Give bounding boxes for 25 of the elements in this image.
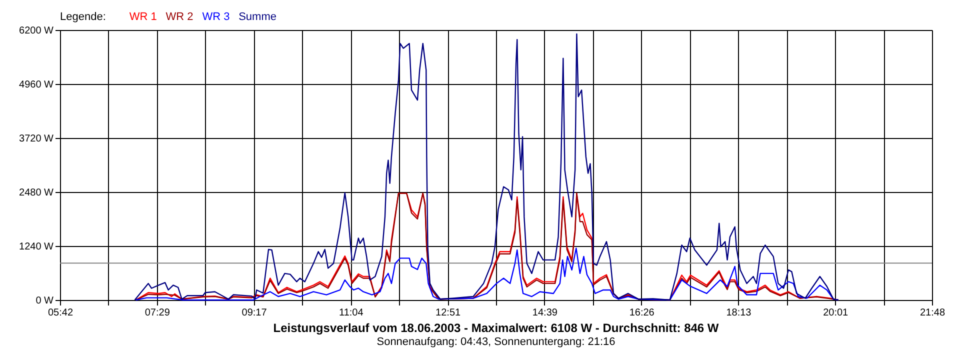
text: Summe bbox=[238, 11, 277, 23]
x-tick-label: 09:17 bbox=[242, 308, 268, 318]
x-tick-label: 11:04 bbox=[339, 308, 364, 318]
y-tick-label: 6200 W bbox=[19, 26, 54, 36]
y-tick-label: 4960 W bbox=[19, 80, 54, 90]
y-tick-label: 2480 W bbox=[19, 188, 54, 198]
text: WR 2 bbox=[166, 11, 194, 23]
x-tick-label: 20:01 bbox=[823, 308, 849, 318]
y-tick-label: 3720 W bbox=[19, 134, 54, 144]
x-tick-label: 16:26 bbox=[629, 308, 655, 318]
text: WR 1 bbox=[129, 11, 157, 23]
text: Sonnenaufgang: 04:43, Sonnenuntergang: 21:16 bbox=[376, 336, 616, 348]
x-tick-label: 21:48 bbox=[920, 308, 946, 318]
y-tick-label: 1240 W bbox=[19, 242, 54, 252]
line-series bbox=[134, 33, 839, 301]
text: Leistungsverlauf vom 18.06.2003 - Maximalwert: 6108 W - Durchschnitt: 846 W bbox=[273, 321, 720, 335]
x-tick-label: 12:51 bbox=[436, 308, 462, 318]
legend-title: Legende: bbox=[60, 11, 106, 23]
x-tick-label: 14:39 bbox=[532, 308, 558, 318]
x-tick-label: 05:42 bbox=[48, 308, 74, 318]
x-tick-label: 07:29 bbox=[144, 308, 170, 318]
x-tick-label: 18:13 bbox=[726, 308, 752, 318]
y-tick-label: 0 W bbox=[36, 296, 54, 306]
text: WR 3 bbox=[202, 11, 230, 23]
line-series bbox=[135, 192, 839, 301]
